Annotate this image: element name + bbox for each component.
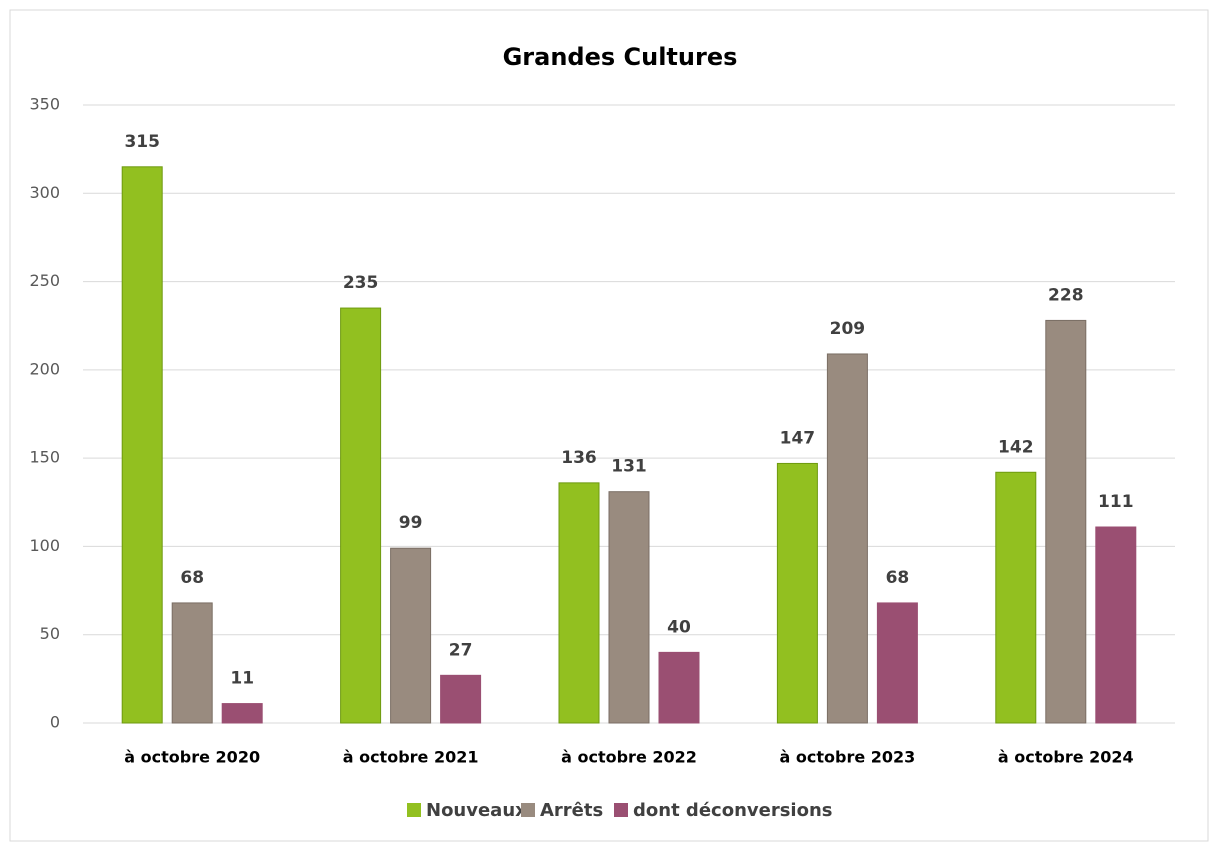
x-tick-label: à octobre 2021: [343, 748, 479, 767]
legend-swatch: [521, 803, 535, 817]
data-label: 11: [230, 669, 254, 689]
legend-swatch: [407, 803, 421, 817]
data-label: 68: [886, 568, 910, 588]
chart-title: Grandes Cultures: [503, 43, 738, 71]
data-label: 315: [124, 132, 160, 152]
bar: [1095, 526, 1137, 724]
x-tick-label: à octobre 2023: [780, 748, 916, 767]
data-label: 228: [1048, 285, 1084, 305]
y-tick-label: 50: [40, 624, 60, 643]
bar: [1045, 319, 1087, 724]
data-label: 147: [780, 428, 816, 448]
data-label: 142: [998, 437, 1034, 457]
bar: [658, 651, 700, 724]
legend-label: Arrêts: [540, 800, 603, 821]
y-tick-label: 150: [29, 448, 60, 467]
bar: [171, 602, 213, 724]
x-tick-label: à octobre 2020: [124, 748, 260, 767]
y-tick-label: 350: [29, 95, 60, 114]
bar: [221, 703, 263, 724]
bar: [776, 462, 818, 724]
legend-swatch: [614, 803, 628, 817]
bar: [995, 471, 1037, 724]
data-label: 209: [830, 319, 866, 339]
data-label: 235: [343, 273, 379, 293]
bar: [608, 491, 650, 724]
bar: [558, 482, 600, 724]
data-label: 40: [667, 617, 691, 637]
data-label: 111: [1098, 492, 1134, 512]
legend-label: Nouveaux: [426, 800, 527, 821]
data-label: 68: [180, 568, 204, 588]
x-tick-label: à octobre 2024: [998, 748, 1134, 767]
x-tick-label: à octobre 2022: [561, 748, 697, 767]
bar: [440, 674, 482, 724]
legend-label: dont déconversions: [633, 800, 832, 821]
y-tick-label: 100: [29, 536, 60, 555]
y-tick-label: 250: [29, 271, 60, 290]
bar: [390, 547, 432, 724]
bar: [876, 602, 918, 724]
bar: [340, 307, 382, 724]
y-tick-label: 300: [29, 183, 60, 202]
data-label: 27: [449, 640, 473, 660]
y-tick-label: 0: [50, 713, 60, 732]
data-label: 131: [611, 457, 647, 477]
data-label: 136: [561, 448, 597, 468]
bar: [826, 353, 868, 724]
bar: [121, 166, 163, 724]
data-label: 99: [399, 513, 423, 533]
y-tick-label: 200: [29, 359, 60, 378]
